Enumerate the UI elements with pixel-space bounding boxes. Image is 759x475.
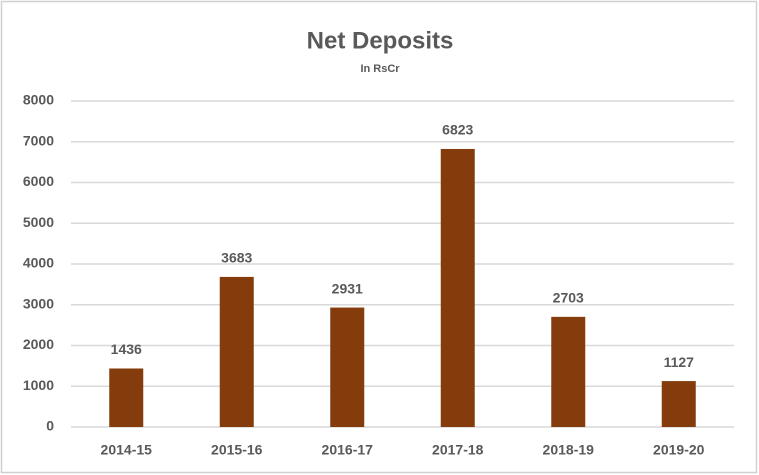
y-tick-label: 8000 <box>23 92 54 108</box>
data-label: 1127 <box>664 354 695 370</box>
x-tick-label: 2016-17 <box>322 442 374 458</box>
data-label: 6823 <box>442 122 473 138</box>
x-tick-label: 2014-15 <box>101 442 153 458</box>
x-tick-label: 2017-18 <box>432 442 484 458</box>
chart-subtitle: In RsCr <box>360 63 400 75</box>
y-tick-label: 5000 <box>23 214 54 230</box>
x-tick-label: 2015-16 <box>211 442 263 458</box>
data-label: 2931 <box>332 280 363 296</box>
data-label: 2703 <box>553 290 584 306</box>
y-tick-label: 3000 <box>23 295 54 311</box>
bar <box>551 316 586 427</box>
bar <box>109 368 144 427</box>
y-tick-label: 4000 <box>23 255 54 271</box>
bar <box>219 276 254 427</box>
y-tick-label: 6000 <box>23 173 54 189</box>
y-tick-label: 7000 <box>23 132 54 148</box>
bar <box>330 307 365 427</box>
data-label: 1436 <box>111 341 142 357</box>
bar <box>440 148 475 427</box>
x-tick-label: 2018-19 <box>543 442 595 458</box>
y-tick-label: 0 <box>46 418 54 434</box>
y-tick-label: 2000 <box>23 336 54 352</box>
x-tick-label: 2019-20 <box>653 442 705 458</box>
data-label: 3683 <box>221 250 252 266</box>
y-tick-label: 1000 <box>23 377 54 393</box>
chart-title: Net Deposits <box>307 27 454 54</box>
bar <box>661 381 696 427</box>
